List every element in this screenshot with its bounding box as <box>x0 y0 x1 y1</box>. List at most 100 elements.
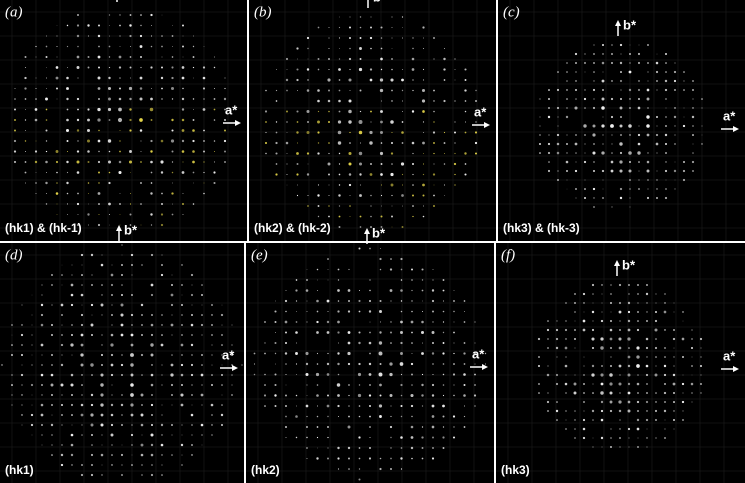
diffraction-spot <box>295 289 298 292</box>
diffraction-spot <box>636 346 640 350</box>
diffraction-spot <box>638 80 640 82</box>
diffraction-spot <box>51 454 53 456</box>
diffraction-spot <box>380 110 383 113</box>
diffraction-spot <box>328 58 330 60</box>
diffraction-spot <box>431 310 435 313</box>
diffraction-spot <box>369 130 373 135</box>
diffraction-spot <box>150 383 154 387</box>
diffraction-spot <box>475 152 477 155</box>
diffraction-spot <box>664 196 668 200</box>
diffraction-spot <box>582 382 586 386</box>
diffraction-spot <box>66 203 69 205</box>
diffraction-spot <box>664 151 668 155</box>
diffraction-spot <box>265 152 267 155</box>
diffraction-spot <box>107 86 112 91</box>
diffraction-spot <box>463 321 466 323</box>
diffraction-spot <box>129 24 132 27</box>
diffraction-spot <box>119 77 121 79</box>
diffraction-spot <box>400 289 403 292</box>
diffraction-spot <box>191 394 193 396</box>
diffraction-spot <box>317 110 320 113</box>
diffraction-spot <box>410 393 414 398</box>
diffraction-spot <box>602 116 604 118</box>
diffraction-spot <box>358 415 361 418</box>
diffraction-spot <box>24 161 27 163</box>
diffraction-spot <box>170 323 174 327</box>
a-axis-arrowhead <box>235 120 241 126</box>
diffraction-spot <box>422 110 425 113</box>
diffraction-spot <box>347 341 351 345</box>
plane-label: (hk3) & (hk-3) <box>503 221 580 235</box>
diffraction-spot <box>285 57 289 61</box>
diffraction-spot <box>410 446 414 450</box>
diffraction-spot <box>337 310 340 313</box>
diffraction-spot <box>109 224 110 226</box>
diffraction-spot <box>306 384 308 386</box>
diffraction-spot <box>699 382 703 386</box>
diffraction-spot <box>411 68 415 71</box>
diffraction-spot <box>443 47 446 50</box>
diffraction-spot <box>645 292 649 296</box>
diffraction-spot <box>317 131 320 134</box>
diffraction-spot <box>584 107 586 109</box>
diffraction-spot <box>609 373 613 377</box>
diffraction-spot <box>452 373 456 376</box>
diffraction-spot <box>664 293 666 295</box>
diffraction-spot <box>285 426 287 428</box>
diffraction-spot <box>45 160 48 164</box>
diffraction-spot <box>161 254 163 256</box>
diffraction-spot <box>628 88 632 92</box>
a-axis-label: a* <box>723 348 736 363</box>
diffraction-spot <box>547 410 549 412</box>
diffraction-spot <box>107 107 112 112</box>
diffraction-spot <box>389 394 393 397</box>
diffraction-spot <box>203 192 205 195</box>
diffraction-spot <box>66 108 69 111</box>
diffraction-spot <box>358 447 361 449</box>
diffraction-spot <box>591 337 595 341</box>
diffraction-spot <box>601 124 605 128</box>
diffraction-spot <box>306 415 308 418</box>
diffraction-spot <box>86 128 91 133</box>
diffraction-spot <box>453 352 455 355</box>
diffraction-spot <box>443 68 446 71</box>
diffraction-spot <box>180 363 184 367</box>
diffraction-spot <box>46 67 47 68</box>
diffraction-spot <box>423 205 424 207</box>
diffraction-spot <box>611 53 613 55</box>
diffraction-spot <box>583 311 585 313</box>
diffraction-spot <box>611 143 613 145</box>
diffraction-spot <box>556 151 560 155</box>
diffraction-spot <box>337 320 340 324</box>
diffraction-spot <box>191 284 193 286</box>
diffraction-spot <box>565 320 567 322</box>
diffraction-spot <box>692 98 694 100</box>
diffraction-spot <box>181 354 183 356</box>
diffraction-spot <box>201 304 203 306</box>
diffraction-spot <box>602 134 604 136</box>
diffraction-spot <box>442 331 445 334</box>
diffraction-spot <box>547 338 549 340</box>
diffraction-spot <box>71 274 73 276</box>
diffraction-spot <box>296 163 299 165</box>
diffraction-spot <box>674 134 676 136</box>
diffraction-spot <box>71 334 73 336</box>
diffraction-spot <box>619 196 623 200</box>
diffraction-spot <box>600 391 604 395</box>
diffraction-spot <box>130 363 134 367</box>
diffraction-spot <box>337 404 340 408</box>
diffraction-spot <box>30 413 34 417</box>
diffraction-spot <box>683 89 685 91</box>
diffraction-spot <box>170 373 174 377</box>
diffraction-spot <box>672 418 676 422</box>
diffraction-spot <box>400 468 403 470</box>
diffraction-spot <box>348 405 350 407</box>
diffraction-spot <box>274 383 277 387</box>
diffraction-spot <box>129 213 132 216</box>
diffraction-spot <box>401 226 404 228</box>
diffraction-spot <box>61 444 63 446</box>
diffraction-spot <box>391 16 393 18</box>
diffraction-spot <box>674 161 676 163</box>
diffraction-spot <box>108 66 111 69</box>
diffraction-spot <box>121 284 123 286</box>
